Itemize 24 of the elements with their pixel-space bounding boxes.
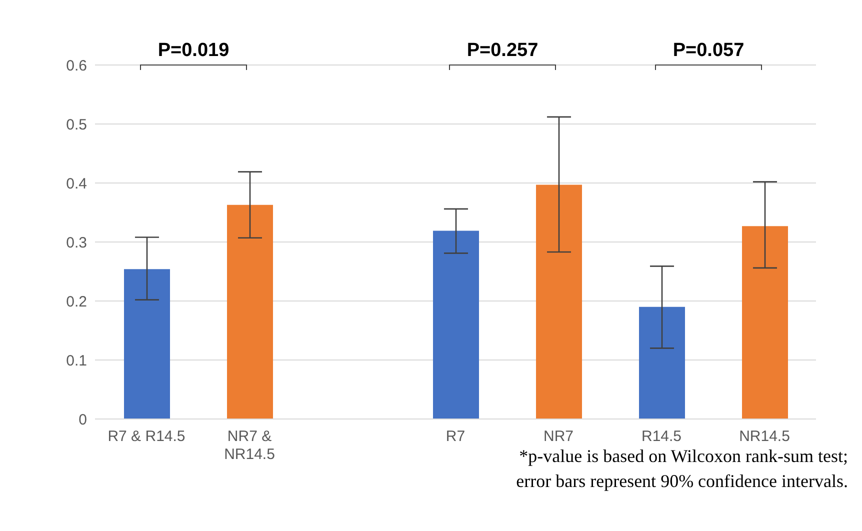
bar [433, 230, 479, 419]
text: error bars represent 90% confidence intervals. [516, 471, 848, 491]
bar [124, 269, 170, 419]
bar [536, 184, 582, 419]
y-tick-label: 0.3 [66, 234, 87, 252]
y-tick-label: 0.2 [66, 293, 87, 310]
y-tick-label: 0.6 [66, 57, 87, 74]
x-tick-label: NR14.5 [739, 428, 790, 445]
text: P=0.257 [466, 40, 538, 61]
y-tick-label: 0.5 [66, 116, 87, 134]
y-tick-label: 0.4 [66, 175, 87, 192]
x-tick-label: R14.5 [641, 428, 682, 445]
bar [639, 306, 685, 419]
bar [227, 204, 273, 419]
text: P=0.057 [672, 40, 744, 61]
bar [742, 226, 788, 419]
y-tick-label: 0.1 [66, 352, 87, 370]
x-tick-label: NR7 [543, 428, 574, 445]
x-tick-label: R7 & R14.5 [108, 428, 186, 445]
text: *p-value is based on Wilcoxon rank-sum test; [519, 446, 848, 466]
x-tick-label: NR7 & NR14.5 [224, 428, 275, 463]
x-tick-label: R7 [446, 428, 466, 445]
text: P=0.019 [158, 40, 230, 61]
y-tick-label: 0 [78, 411, 87, 428]
